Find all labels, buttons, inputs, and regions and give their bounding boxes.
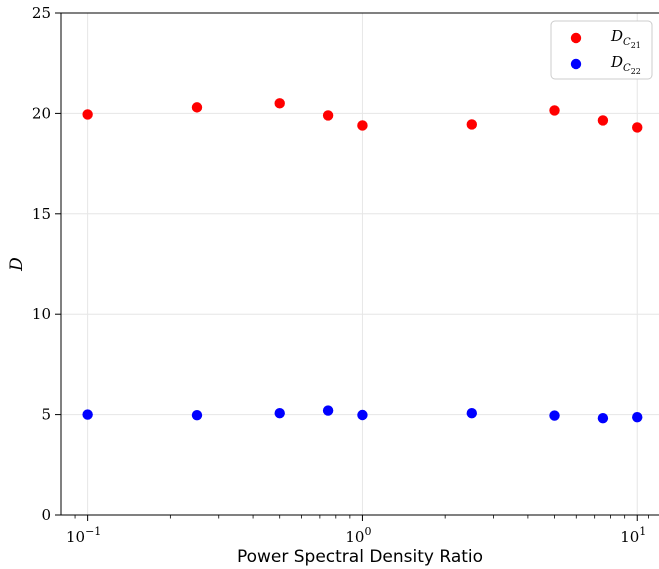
data-points [82, 98, 643, 424]
series-2-point [274, 407, 285, 419]
legend-label-1: DC21 [610, 27, 641, 50]
series-1-point [357, 120, 368, 131]
series-2-point [357, 409, 368, 421]
legend-marker-1 [570, 32, 582, 44]
series-1-point [274, 98, 285, 109]
legend-marker-2 [570, 58, 582, 70]
y-tick-label: 15 [32, 205, 51, 223]
x-axis-label: Power Spectral Density Ratio [237, 547, 483, 567]
y-axis-label: D [7, 257, 27, 272]
series-1-point [322, 110, 334, 121]
series-1-point [597, 115, 609, 126]
series-1-point [632, 122, 643, 133]
series-1-point [466, 119, 477, 130]
x-tick-label: 100 [345, 525, 371, 546]
x-minor-ticks [74, 515, 650, 519]
y-tick-label: 0 [41, 506, 51, 524]
x-ticks: 10−1 100 101 [66, 515, 646, 546]
x-tick-label: 101 [620, 525, 646, 546]
series-2-point [632, 412, 643, 423]
y-tick-label: 20 [32, 104, 51, 122]
legend-label-2: DC22 [610, 53, 641, 76]
axes [60, 12, 659, 516]
series-2-point [549, 410, 560, 421]
series-2-point [82, 409, 93, 420]
series-1-point [549, 105, 560, 116]
x-tick-label: 10−1 [66, 525, 101, 546]
y-ticks: 0 5 10 15 20 25 [32, 4, 61, 524]
series-2-point [322, 405, 334, 416]
y-tick-label: 5 [41, 406, 51, 424]
series-2-point [466, 407, 477, 419]
series-1-point [82, 109, 93, 120]
series-2-point [191, 410, 203, 421]
y-tick-label: 10 [32, 305, 51, 323]
series-1-point [191, 102, 203, 113]
series-2-point [597, 413, 609, 424]
grid-lines [61, 12, 659, 516]
y-tick-label: 25 [32, 4, 51, 22]
legend: DC21 DC22 [550, 20, 653, 80]
